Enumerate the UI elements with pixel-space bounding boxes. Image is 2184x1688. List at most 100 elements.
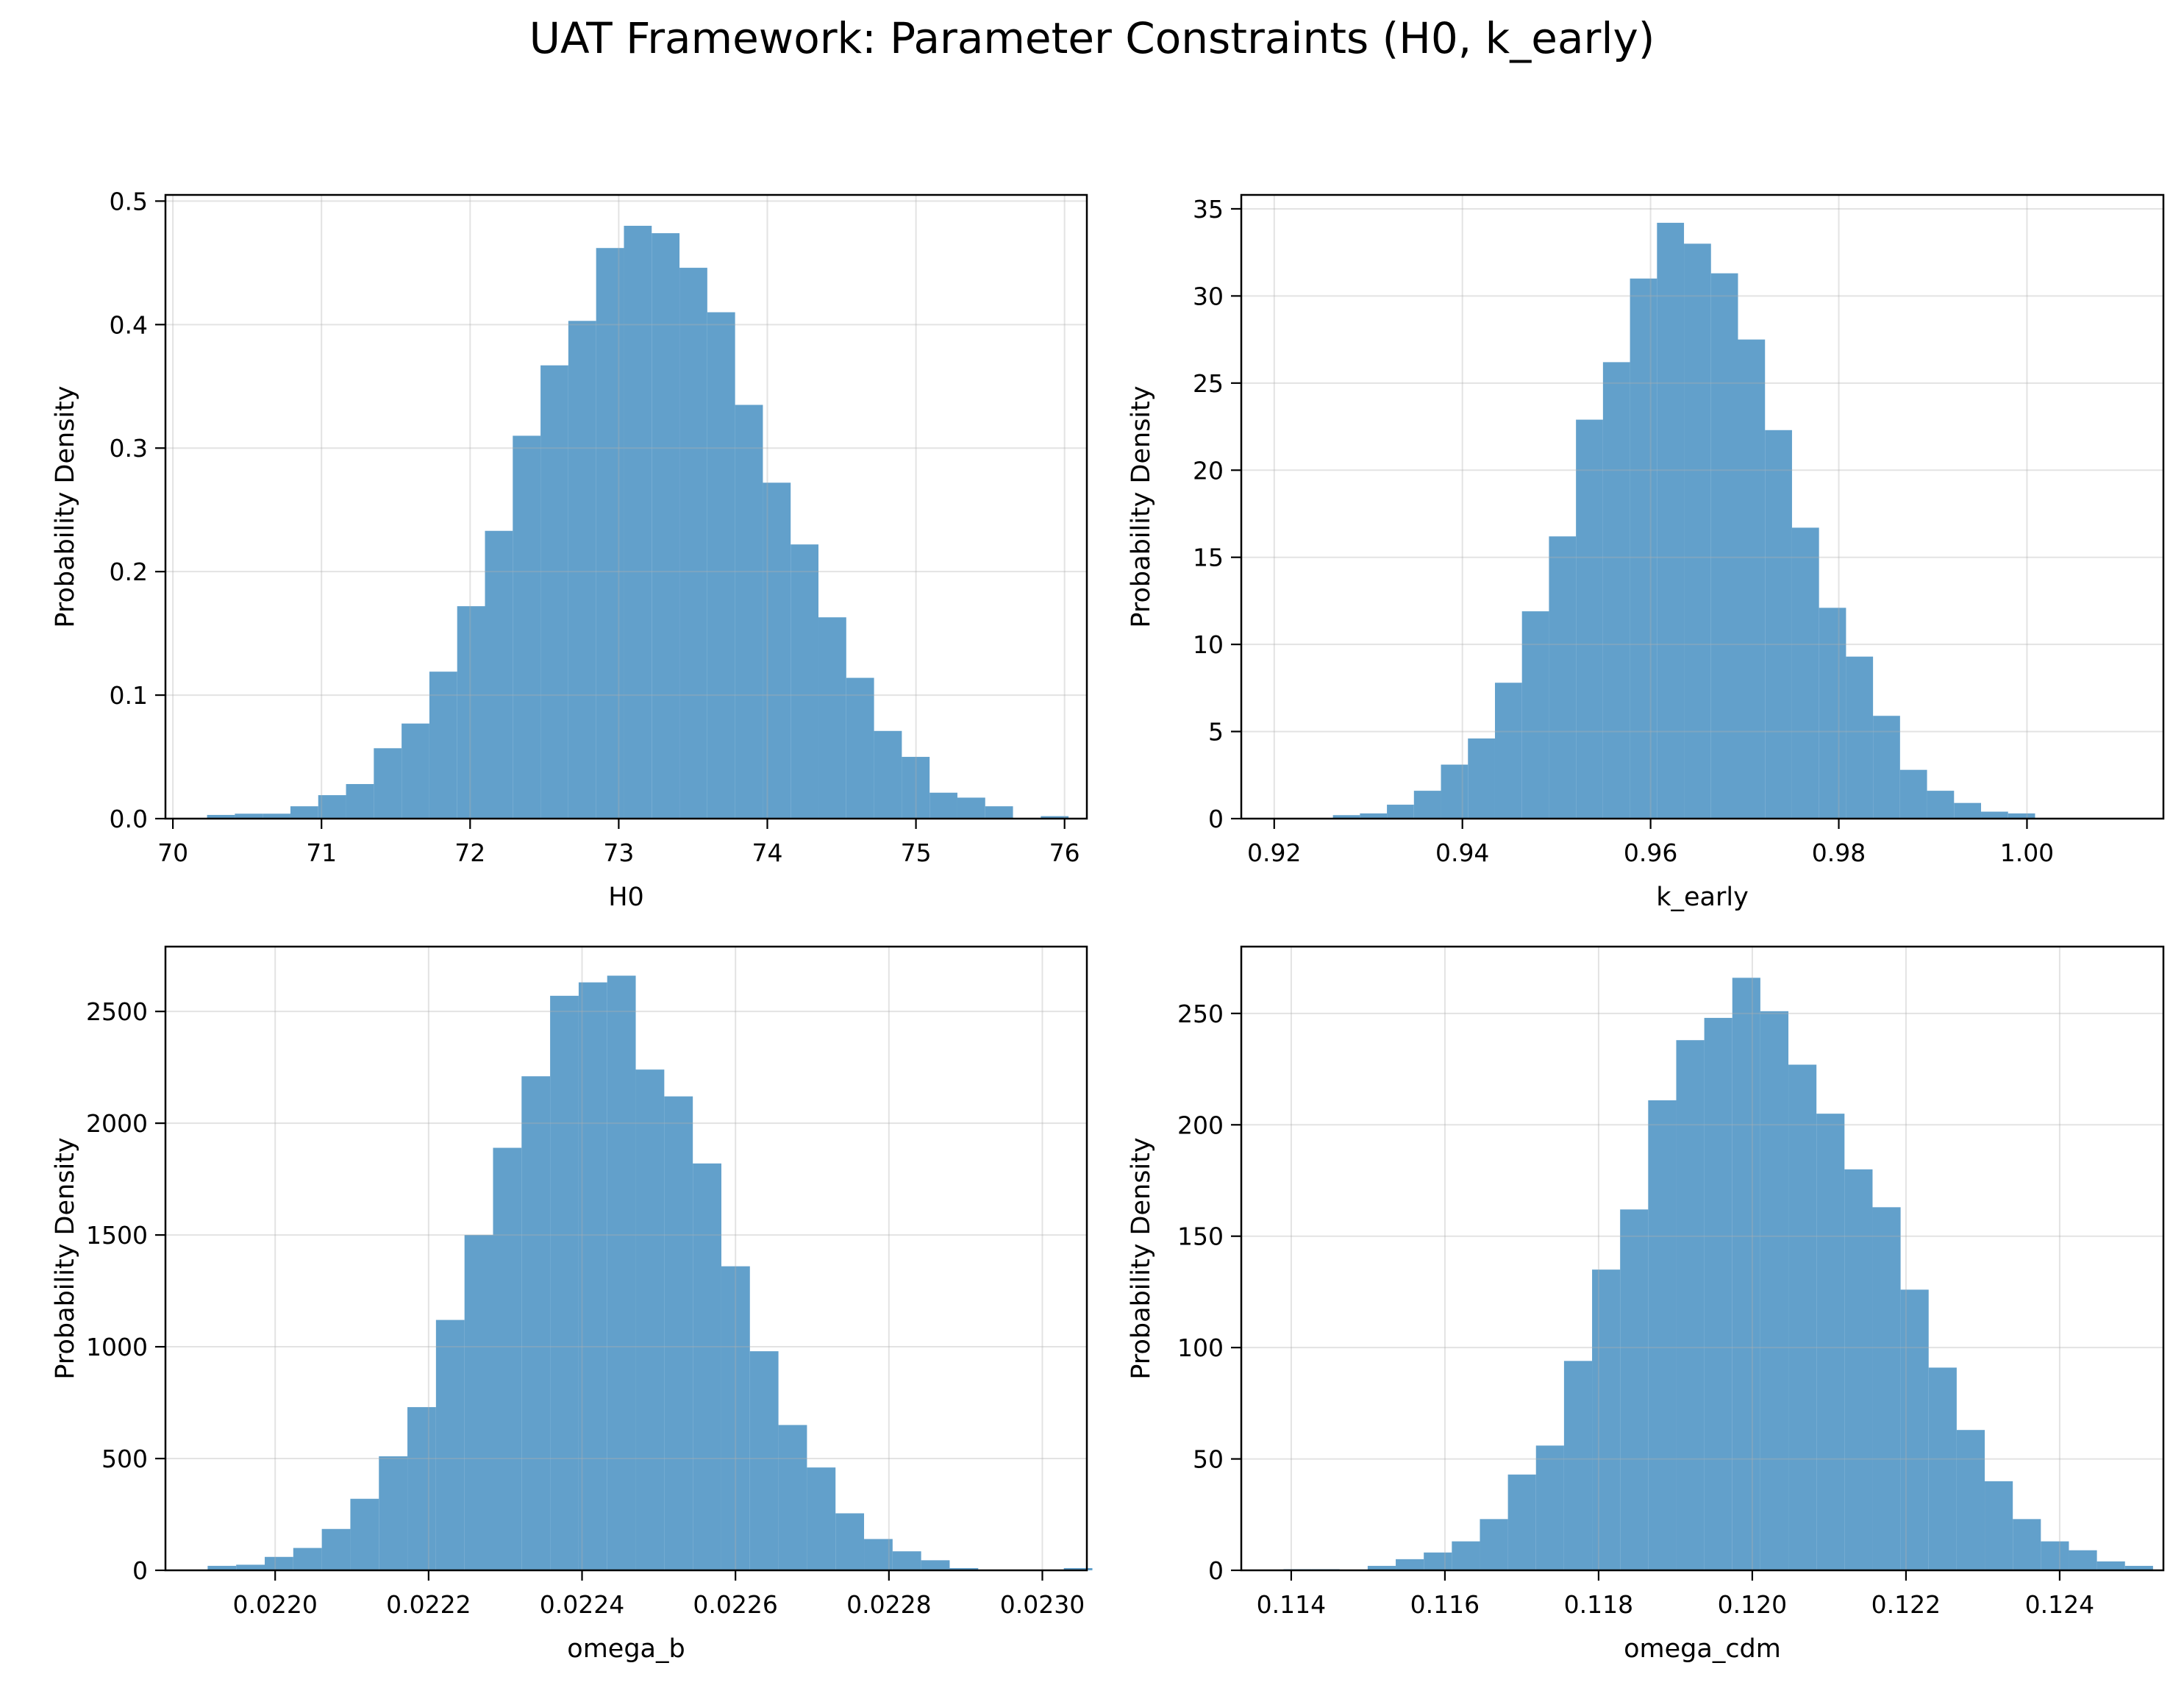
histogram-bar: [874, 730, 902, 819]
x-tick-label: 76: [1049, 838, 1080, 867]
histogram-bar: [235, 813, 263, 819]
histogram-bar: [464, 1235, 493, 1570]
histogram-bar: [207, 1565, 237, 1570]
histogram-bar: [921, 1560, 950, 1570]
histogram-bar: [1816, 1114, 1845, 1570]
y-tick-label: 0: [132, 1556, 148, 1585]
y-tick-label: 25: [1193, 369, 1224, 398]
histogram-bar: [1441, 764, 1469, 819]
histogram-bar: [763, 482, 791, 819]
histogram-bar: [635, 1069, 665, 1570]
histogram-bar: [1592, 1269, 1621, 1570]
x-tick-label: 0.0220: [232, 1590, 317, 1619]
y-tick-label: 20: [1193, 456, 1224, 485]
histogram-bar: [735, 405, 763, 819]
histogram-bar: [318, 795, 346, 819]
histogram-bar: [2124, 1565, 2153, 1570]
x-tick-label: 0.94: [1435, 838, 1489, 867]
histogram-bar: [1657, 222, 1685, 819]
y-axis-label: Probability Density: [51, 1137, 80, 1379]
y-tick-label: 1500: [86, 1221, 148, 1250]
histogram-bar: [1710, 273, 1738, 819]
histogram-bar: [1063, 1567, 1093, 1570]
histogram-bar: [407, 1407, 436, 1570]
y-tick-label: 15: [1193, 544, 1224, 572]
x-axis-label: k_early: [1656, 883, 1749, 912]
histogram-bar: [1819, 608, 1846, 819]
histogram-bar: [929, 792, 957, 819]
histogram-bar: [949, 1567, 979, 1570]
histogram-bar: [1521, 611, 1549, 819]
histogram-bar: [607, 975, 636, 1570]
histogram-bar: [2096, 1561, 2125, 1570]
histogram-bar: [321, 1528, 351, 1570]
histogram-bar: [1900, 1289, 1929, 1570]
x-tick-label: 75: [901, 838, 932, 867]
histogram-bar: [1413, 791, 1441, 819]
histogram-bar: [1899, 769, 1927, 819]
histogram-bar: [807, 1467, 836, 1570]
x-tick-label: 0.0224: [540, 1590, 624, 1619]
histogram-bar: [902, 757, 930, 819]
histogram-bar: [1985, 1481, 2013, 1570]
histogram-bar: [721, 1266, 750, 1570]
histogram-bar: [1928, 1367, 1957, 1570]
histogram-bar: [957, 797, 985, 819]
histogram-bar: [1684, 243, 1711, 819]
histogram-bar: [1576, 419, 1603, 819]
y-axis-label: Probability Density: [51, 385, 80, 627]
histogram-bar: [540, 365, 568, 819]
x-tick-label: 70: [157, 838, 188, 867]
x-tick-label: 0.0222: [386, 1590, 471, 1619]
y-axis-label: Probability Density: [1127, 385, 1156, 627]
histogram-bar: [624, 225, 652, 819]
histogram-bar: [864, 1539, 893, 1570]
panel-omega-b: 0.0220 0.0222 0.0224 0.0226 0.0228 0.0230 0 500…: [51, 945, 1093, 1664]
histogram-bar: [290, 806, 318, 819]
y-tick-label: 0.2: [110, 558, 148, 586]
histogram-bar: [1367, 1565, 1396, 1570]
histogram-bar: [435, 1320, 465, 1570]
histogram-bar: [265, 1556, 293, 1570]
y-tick-label: 5: [1208, 718, 1224, 747]
histogram-bar: [485, 530, 513, 819]
histogram-bar: [1563, 1361, 1593, 1570]
histogram-bar: [1630, 278, 1657, 819]
panel-k-early: 0.92 0.94 0.96 0.98 1.00 0 5 10 15 20 25 30 35 k_earl…: [1127, 193, 2165, 912]
histogram-bar: [379, 1456, 408, 1570]
y-tick-label: 50: [1193, 1445, 1224, 1474]
histogram-bar: [293, 1548, 322, 1570]
x-tick-label: 71: [306, 838, 337, 867]
histogram-bar: [1387, 805, 1414, 819]
histogram-bar: [1648, 1100, 1677, 1570]
y-tick-label: 10: [1193, 630, 1224, 659]
x-tick-label: 0.96: [1624, 838, 1677, 867]
histogram-bar: [2013, 1519, 2041, 1570]
histogram-bar: [550, 995, 579, 1570]
histogram-bar: [568, 321, 596, 819]
histogram-bar: [1360, 813, 1388, 819]
y-tick-label: 500: [101, 1445, 148, 1473]
y-tick-label: 0.4: [110, 310, 148, 339]
histogram-bar: [1396, 1559, 1424, 1570]
histogram-bar: [346, 783, 374, 819]
histogram-bar: [835, 1513, 865, 1570]
histogram-bar: [596, 248, 624, 819]
y-tick-label: 2500: [86, 997, 148, 1026]
y-tick-label: 35: [1193, 195, 1224, 224]
y-tick-label: 1000: [86, 1333, 148, 1361]
x-tick-label: 1.00: [2000, 838, 2054, 867]
histogram-bar: [2041, 1541, 2069, 1570]
y-tick-label: 0.0: [110, 805, 148, 833]
y-tick-label: 2000: [86, 1109, 148, 1138]
y-tick-label: 0.1: [110, 681, 148, 710]
histogram-bar: [1041, 816, 1069, 819]
histogram-bar: [892, 1551, 921, 1570]
histogram-bar: [1927, 791, 1955, 819]
x-tick-label: 0.122: [1871, 1590, 1941, 1619]
histogram-bar: [263, 813, 290, 819]
x-axis-label: omega_b: [567, 1634, 685, 1664]
axes-frame: [1240, 945, 2165, 1572]
histogram-bar: [1480, 1519, 1508, 1570]
